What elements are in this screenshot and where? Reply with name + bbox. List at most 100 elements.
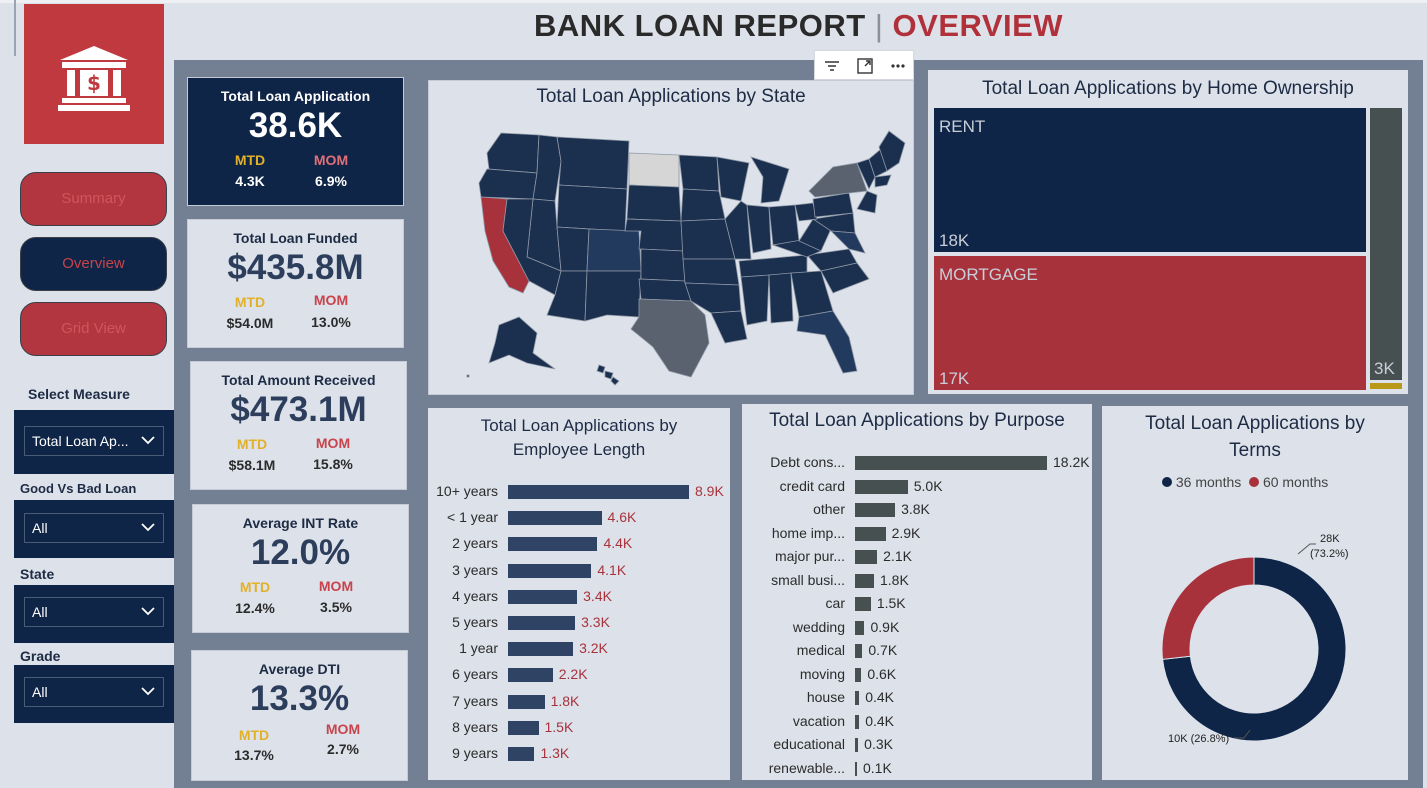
bar-category-label: car: [825, 595, 845, 611]
bar[interactable]: [855, 456, 1047, 470]
state-filter-label: State: [20, 566, 55, 582]
bar-value-label: 4.6K: [607, 509, 637, 526]
bar[interactable]: [508, 537, 598, 552]
treemap-tile[interactable]: [934, 256, 1366, 390]
select-measure-dropdown[interactable]: Total Loan Ap...: [24, 426, 164, 456]
kpi-title: Average DTI: [258, 661, 341, 677]
bar[interactable]: [855, 620, 865, 635]
treemap-tile[interactable]: [1370, 108, 1402, 380]
bar-value-label: 0.6K: [867, 665, 897, 682]
left-edge-divider: [14, 0, 16, 56]
terms-donut-chart[interactable]: 28K (73.2%) 10K (26.8%): [1102, 406, 1408, 780]
bar[interactable]: [855, 667, 862, 682]
kpi-value: 13.3%: [249, 679, 350, 718]
bar[interactable]: [508, 642, 574, 657]
treemap-tile-value: 17K: [939, 369, 970, 388]
bar[interactable]: [508, 616, 576, 630]
kpi-mom-label: MOM: [313, 152, 349, 168]
state-map-panel[interactable]: Total Loan Applications by State: [428, 80, 914, 395]
home-ownership-panel[interactable]: Total Loan Applications by Home Ownershi…: [928, 70, 1408, 394]
bar[interactable]: [508, 563, 592, 578]
bar[interactable]: [855, 597, 871, 611]
treemap-tile-label: RENT: [939, 117, 985, 136]
filter-icon[interactable]: [821, 55, 843, 77]
bar[interactable]: [855, 573, 874, 588]
donut-slice[interactable]: [1161, 556, 1255, 660]
kpi-mtd-label: MTD: [238, 727, 270, 743]
kpi-mom-value: 13.0%: [311, 314, 351, 330]
bar-value-label: 1.8K: [879, 571, 909, 588]
kpi-mtd-label: MTD: [234, 152, 266, 168]
more-options-icon[interactable]: [887, 55, 909, 77]
terms-panel[interactable]: Total Loan Applications by Terms 36 mont…: [1102, 406, 1408, 780]
legend-item-36-months[interactable]: 36 months: [1175, 474, 1242, 490]
bar-value-label: 1.8K: [550, 692, 580, 709]
kpi-title: Total Amount Received: [221, 372, 376, 388]
terms-title-line1: Total Loan Applications by: [1145, 413, 1365, 434]
bar[interactable]: [855, 691, 860, 705]
bar-category-label: home imp...: [771, 524, 845, 541]
treemap-tile-value: 3K: [1374, 359, 1395, 378]
us-map[interactable]: [429, 81, 915, 396]
bar[interactable]: [508, 747, 535, 761]
kpi-total-loan-funded[interactable]: Total Loan Funded $435.8M MTD MOM $54.0M…: [187, 219, 404, 348]
kpi-average-dti[interactable]: Average DTI 13.3% MTD MOM 13.7% 2.7%: [191, 650, 408, 781]
bar-category-label: moving: [799, 665, 845, 682]
grade-filter-dropdown[interactable]: All: [24, 677, 164, 707]
treemap-chart[interactable]: RENT 18K MORTGAGE 17K 3K: [928, 70, 1408, 394]
bar-value-label: 3.2K: [579, 640, 608, 657]
kpi-total-amount-received[interactable]: Total Amount Received $473.1M MTD MOM $5…: [190, 361, 407, 490]
treemap-tile[interactable]: [934, 108, 1366, 252]
bar-category-label: 1 year: [459, 640, 498, 657]
state-filter-value: All: [32, 604, 48, 620]
bar[interactable]: [855, 479, 908, 494]
kpi-mom-label: MOM: [318, 578, 354, 594]
kpi-total-loan-application[interactable]: Total Loan Application 38.6K MTD MOM 4.3…: [187, 77, 404, 206]
bar-category-label: credit card: [779, 477, 845, 494]
bar[interactable]: [855, 644, 863, 658]
bar[interactable]: [508, 511, 602, 526]
employee-length-title-line2: Employee Length: [512, 440, 646, 459]
kpi-mom-value: 2.7%: [327, 741, 359, 757]
bar[interactable]: [508, 668, 553, 683]
bar-category-label: medical: [796, 642, 845, 658]
bank-dollar-icon: $: [58, 46, 130, 111]
bar[interactable]: [508, 589, 578, 604]
bar-category-label: house: [806, 689, 845, 705]
nav-overview-button[interactable]: Overview: [20, 237, 167, 291]
bar[interactable]: [855, 714, 860, 729]
bar[interactable]: [508, 720, 539, 735]
purpose-title: Total Loan Applications by Purpose: [769, 410, 1065, 431]
donut-slice[interactable]: [1162, 556, 1347, 742]
treemap-tile[interactable]: [1370, 383, 1402, 389]
treemap-tile-value: 18K: [939, 231, 970, 250]
state-filter-dropdown[interactable]: All: [24, 597, 164, 627]
nav-summary-button[interactable]: Summary: [20, 172, 167, 226]
donut-label-36-pct: (73.2%): [1310, 548, 1349, 560]
focus-mode-icon[interactable]: [854, 55, 876, 77]
employee-length-panel[interactable]: Total Loan Applications by Employee Leng…: [428, 408, 730, 780]
bar[interactable]: [855, 761, 857, 776]
bar[interactable]: [508, 694, 545, 709]
bar[interactable]: [855, 550, 878, 564]
bar[interactable]: [855, 503, 896, 517]
treemap-title: Total Loan Applications by Home Ownershi…: [982, 78, 1354, 99]
legend-item-60-months[interactable]: 60 months: [1262, 474, 1329, 490]
bar-category-label: 10+ years: [436, 483, 498, 499]
kpi-mom-label: MOM: [315, 435, 351, 451]
bar[interactable]: [855, 738, 859, 752]
select-measure-value: Total Loan Ap...: [32, 433, 129, 449]
kpi-average-int-rate[interactable]: Average INT Rate 12.0% MTD MOM 12.4% 3.5…: [192, 504, 409, 633]
bar-value-label: 1.3K: [540, 745, 570, 761]
bar-category-label: Debt cons...: [770, 454, 845, 470]
nav-grid-view-button[interactable]: Grid View: [20, 302, 167, 356]
bar-value-label: 0.3K: [864, 736, 893, 752]
donut-leader-line: [1234, 729, 1251, 739]
kpi-mtd-label: MTD: [234, 294, 266, 310]
bar[interactable]: [508, 485, 689, 499]
bar[interactable]: [855, 526, 886, 541]
terms-legend: 36 months 60 months: [1162, 474, 1328, 490]
purpose-panel[interactable]: Total Loan Applications by Purpose Debt …: [742, 404, 1092, 780]
good-bad-loan-dropdown[interactable]: All: [24, 513, 164, 543]
bar-category-label: renewable...: [768, 759, 845, 776]
